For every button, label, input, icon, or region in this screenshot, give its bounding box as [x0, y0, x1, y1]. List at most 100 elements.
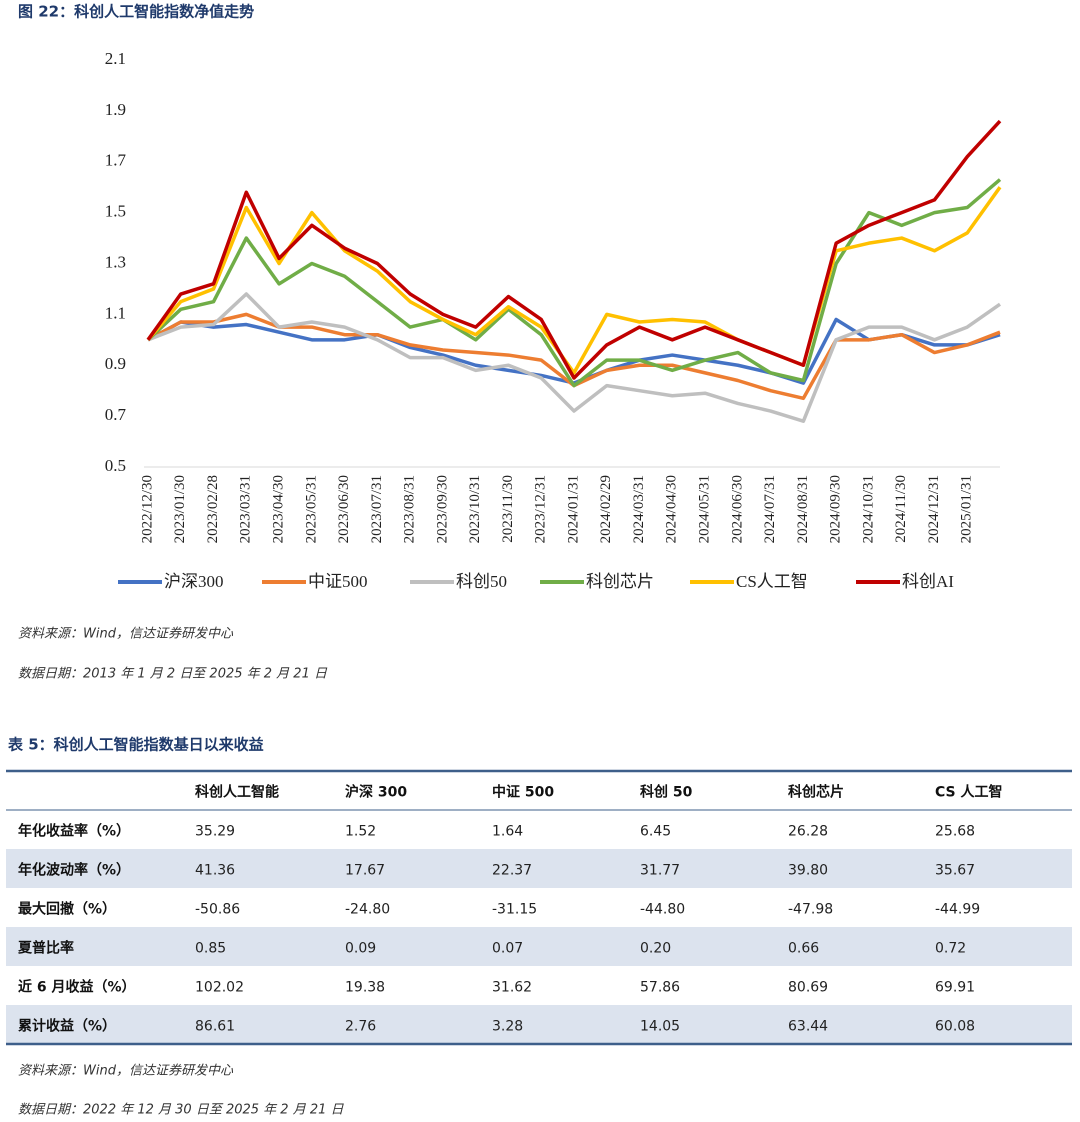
table-cell: 2.76	[345, 1019, 376, 1035]
table-cell: -31.15	[492, 902, 537, 918]
table-cell: 60.08	[935, 1019, 975, 1035]
table-cell: 0.72	[935, 941, 966, 957]
x-tick-label: 2024/05/31	[697, 475, 713, 543]
table-cell: 31.62	[492, 980, 532, 996]
table-cell: -47.98	[788, 902, 833, 918]
table-cell: 14.05	[640, 1019, 680, 1035]
column-header: 中证 500	[492, 784, 554, 801]
x-tick-label: 2024/10/31	[860, 475, 876, 543]
legend-label: 科创AI	[902, 572, 954, 591]
table-date: 数据日期：2022 年 12 月 30 日至 2025 年 2 月 21 日	[18, 1103, 345, 1118]
table-cell: 31.77	[640, 863, 680, 879]
table-cell: -24.80	[345, 902, 390, 918]
table-cell: 26.28	[788, 824, 828, 840]
table-cell: 0.66	[788, 941, 819, 957]
table-title: 表 5：科创人工智能指数基日以来收益	[8, 736, 264, 754]
series-line	[146, 119, 1002, 380]
legend-label: 科创50	[456, 572, 507, 591]
x-tick-label: 2024/03/31	[631, 475, 647, 543]
column-header: 沪深 300	[345, 784, 407, 801]
column-header: 科创芯片	[788, 784, 844, 801]
x-tick-label: 2024/02/29	[598, 475, 614, 543]
table-cell: 6.45	[640, 824, 671, 840]
table-cell: 0.07	[492, 941, 523, 957]
table-cell: 3.28	[492, 1019, 523, 1035]
table-cell: 0.09	[345, 941, 376, 957]
table-cell: 17.67	[345, 863, 385, 879]
y-tick-label: 1.9	[105, 100, 126, 119]
row-shade	[6, 1005, 1072, 1044]
table-cell: -44.80	[640, 902, 685, 918]
column-header: 科创 50	[640, 784, 693, 801]
table-cell: 25.68	[935, 824, 975, 840]
x-tick-label: 2023/11/30	[500, 475, 516, 543]
x-tick-label: 2023/07/31	[369, 475, 385, 543]
y-tick-label: 1.7	[105, 151, 127, 170]
table-cell: 102.02	[195, 980, 244, 996]
x-tick-label: 2023/05/31	[303, 475, 319, 543]
table-cell: 1.52	[345, 824, 376, 840]
x-tick-label: 2024/11/30	[893, 475, 909, 543]
column-header: CS 人工智	[935, 784, 1003, 801]
series-line	[146, 178, 1002, 388]
legend-label: CS人工智	[736, 572, 808, 591]
row-label: 夏普比率	[18, 940, 74, 957]
x-tick-label: 2023/04/30	[271, 475, 287, 543]
x-tick-label: 2023/12/31	[533, 475, 549, 543]
y-tick-label: 1.1	[105, 303, 126, 322]
x-tick-label: 2023/03/31	[238, 475, 254, 543]
table-cell: 57.86	[640, 980, 680, 996]
x-tick-label: 2024/09/30	[828, 475, 844, 543]
row-shade	[6, 927, 1072, 966]
y-tick-label: 1.5	[105, 202, 126, 221]
table-cell: 41.36	[195, 863, 235, 879]
row-label: 年化波动率（%）	[18, 862, 130, 879]
table-cell: 39.80	[788, 863, 828, 879]
column-header: 科创人工智能	[195, 784, 279, 801]
x-tick-label: 2023/02/28	[205, 475, 221, 543]
x-tick-label: 2023/08/31	[402, 475, 418, 543]
x-tick-label: 2025/01/31	[959, 475, 975, 543]
x-tick-label: 2024/01/31	[565, 475, 581, 543]
y-tick-label: 2.1	[105, 49, 126, 68]
y-tick-label: 1.3	[105, 252, 126, 271]
table-cell: 0.85	[195, 941, 226, 957]
x-tick-label: 2023/10/31	[467, 475, 483, 543]
x-tick-label: 2022/12/30	[139, 475, 155, 543]
figure-title: 图 22：科创人工智能指数净值走势	[18, 3, 254, 21]
y-tick-label: 0.9	[105, 354, 126, 373]
table-cell: 1.64	[492, 824, 523, 840]
table-cell: 69.91	[935, 980, 975, 996]
table-cell: 35.67	[935, 863, 975, 879]
table-source: 资料来源：Wind，信达证券研发中心	[18, 1064, 234, 1079]
table-cell: 86.61	[195, 1019, 235, 1035]
legend-label: 中证500	[308, 572, 368, 591]
row-label: 年化收益率（%）	[18, 823, 130, 840]
table-cell: 35.29	[195, 824, 235, 840]
table-header-bg	[6, 771, 1072, 810]
row-label: 最大回撤（%）	[18, 901, 116, 918]
x-tick-label: 2023/01/30	[172, 475, 188, 543]
x-tick-label: 2024/08/31	[795, 475, 811, 543]
x-tick-label: 2023/09/30	[434, 475, 450, 543]
x-tick-label: 2024/06/30	[729, 475, 745, 543]
table-cell: 80.69	[788, 980, 828, 996]
series-line	[147, 292, 1002, 423]
legend-label: 沪深300	[164, 572, 224, 591]
y-tick-label: 0.7	[105, 405, 127, 424]
table-cell: 0.20	[640, 941, 671, 957]
table-cell: 63.44	[788, 1019, 828, 1035]
row-label: 近 6 月收益（%）	[18, 979, 136, 996]
table-cell: -44.99	[935, 902, 980, 918]
x-tick-label: 2023/06/30	[336, 475, 352, 543]
table-cell: -50.86	[195, 902, 240, 918]
legend-label: 科创芯片	[586, 572, 654, 591]
row-shade	[6, 849, 1072, 888]
y-tick-label: 0.5	[105, 456, 126, 475]
table-cell: 22.37	[492, 863, 532, 879]
figure-date: 数据日期：2013 年 1 月 2 日至 2025 年 2 月 21 日	[18, 667, 328, 682]
table-cell: 19.38	[345, 980, 385, 996]
x-tick-label: 2024/04/30	[664, 475, 680, 543]
row-label: 累计收益（%）	[18, 1018, 116, 1035]
